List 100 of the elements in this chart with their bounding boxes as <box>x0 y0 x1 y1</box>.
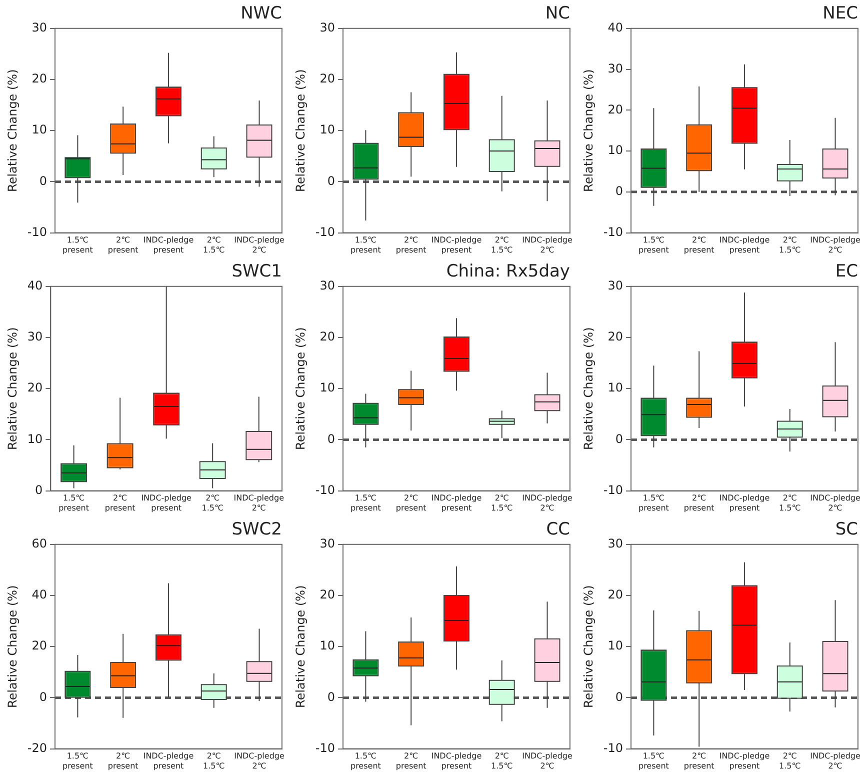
x-tick-label: INDC-pledge present <box>141 494 192 512</box>
x-tick-label: INDC-pledge 2℃ <box>234 752 284 770</box>
x-tick-label: INDC-pledge present <box>143 752 194 770</box>
y-tick-label: 20 <box>608 330 623 344</box>
y-tick-label: 10 <box>608 143 623 158</box>
x-tick-label: 2℃ 1.5℃ <box>203 236 225 254</box>
x-tick-label: INDC-pledge present <box>143 236 194 254</box>
y-tick-label: 20 <box>320 72 335 86</box>
x-tick-label: 2℃ present <box>396 494 426 512</box>
x-tick-label: 2℃ present <box>684 236 714 254</box>
x-tick-label: 1.5℃ present <box>638 494 669 512</box>
x-tick-label: 2℃ 1.5℃ <box>491 236 513 254</box>
x-tick-label: INDC-pledge present <box>431 752 482 770</box>
x-tick-label: 2℃ present <box>396 752 426 770</box>
y-tick-label: 0 <box>615 432 623 446</box>
y-axis-title: Relative Change (%) <box>5 585 20 708</box>
x-tick-label: 1.5℃ present <box>62 236 93 254</box>
y-axis-title: Relative Change (%) <box>581 327 596 450</box>
y-tick-label: 0 <box>39 690 47 704</box>
y-axis-title: Relative Change (%) <box>581 69 596 192</box>
y-tick-label: 30 <box>32 20 47 35</box>
y-tick-label: 40 <box>27 278 43 293</box>
x-tick-label: INDC-pledge 2℃ <box>234 494 284 512</box>
x-tick-label: INDC-pledge present <box>431 494 482 512</box>
x-tick-label: 2℃ 1.5℃ <box>779 236 801 254</box>
x-tick-label: 1.5℃ present <box>638 236 669 254</box>
chart-title: SWC1 <box>232 262 282 282</box>
y-tick-label: 0 <box>39 174 47 188</box>
y-tick-label: -10 <box>603 482 623 497</box>
y-tick-label: 20 <box>608 588 623 602</box>
y-tick-label: 10 <box>27 432 43 446</box>
y-tick-label: 10 <box>608 380 623 395</box>
x-tick-label: 2℃ present <box>396 236 426 254</box>
y-tick-label: 10 <box>32 122 47 137</box>
x-tick-label: 2℃ present <box>108 236 138 254</box>
x-tick-label: INDC-pledge 2℃ <box>810 494 860 512</box>
y-tick-label: 60 <box>32 536 47 551</box>
y-tick-label: 10 <box>320 638 335 653</box>
y-tick-label: 0 <box>327 690 335 704</box>
x-tick-label: 1.5℃ present <box>62 752 93 770</box>
y-axis-title: Relative Change (%) <box>293 585 308 708</box>
chart-title: China: Rx5day <box>446 262 570 282</box>
y-tick-label: 10 <box>320 380 335 395</box>
y-tick-label: 20 <box>32 72 47 86</box>
y-tick-label: -10 <box>603 224 623 239</box>
x-tick-label: INDC-pledge 2℃ <box>810 236 860 254</box>
y-tick-label: -10 <box>603 740 623 755</box>
chart-title: EC <box>835 262 858 282</box>
x-tick-label: INDC-pledge 2℃ <box>522 752 572 770</box>
x-tick-label: 2℃ present <box>684 494 714 512</box>
y-tick-label: 40 <box>32 588 47 602</box>
chart-title: NC <box>545 4 570 24</box>
x-tick-label: 1.5℃ present <box>350 752 381 770</box>
chart-title: CC <box>546 520 570 540</box>
chart-title: NEC <box>822 4 858 24</box>
y-tick-label: 0 <box>35 482 43 497</box>
x-tick-label: 1.5℃ present <box>58 494 90 512</box>
x-tick-label: INDC-pledge present <box>719 752 770 770</box>
y-axis-title: Relative Change (%) <box>581 585 596 708</box>
y-tick-label: -10 <box>315 224 335 239</box>
y-tick-label: -10 <box>315 740 335 755</box>
y-tick-label: 30 <box>608 278 623 293</box>
x-tick-label: INDC-pledge 2℃ <box>810 752 860 770</box>
y-tick-label: 30 <box>27 330 43 344</box>
x-tick-label: INDC-pledge present <box>431 236 482 254</box>
y-tick-label: 20 <box>27 380 43 395</box>
x-tick-label: 2℃ present <box>108 752 138 770</box>
y-tick-label: 30 <box>608 536 623 551</box>
x-tick-label: 1.5℃ present <box>350 236 381 254</box>
chart-title: SWC2 <box>232 520 282 540</box>
x-tick-label: 2℃ 1.5℃ <box>491 752 513 770</box>
x-tick-label: 2℃ 1.5℃ <box>202 494 224 512</box>
y-axis-title: Relative Change (%) <box>293 327 308 450</box>
x-tick-label: 2℃ 1.5℃ <box>491 494 513 512</box>
y-tick-label: 40 <box>608 20 623 35</box>
x-tick-label: 2℃ present <box>104 494 136 512</box>
y-tick-label: 30 <box>608 61 623 76</box>
y-tick-label: 0 <box>327 174 335 188</box>
y-tick-label: 20 <box>32 638 47 653</box>
x-tick-label: 1.5℃ present <box>350 494 381 512</box>
y-tick-label: -10 <box>27 224 47 239</box>
y-tick-label: 20 <box>320 588 335 602</box>
y-tick-label: 20 <box>608 102 623 116</box>
y-tick-label: -10 <box>315 482 335 497</box>
x-tick-label: INDC-pledge present <box>719 494 770 512</box>
y-tick-label: 30 <box>320 278 335 293</box>
x-tick-label: 2℃ present <box>684 752 714 770</box>
y-tick-label: 20 <box>320 330 335 344</box>
y-tick-label: 10 <box>320 122 335 137</box>
x-tick-label: INDC-pledge 2℃ <box>234 236 284 254</box>
y-tick-label: 0 <box>327 432 335 446</box>
y-axis-title: Relative Change (%) <box>5 69 20 192</box>
x-tick-label: 1.5℃ present <box>638 752 669 770</box>
chart-title: NWC <box>240 4 282 24</box>
x-tick-label: 2℃ 1.5℃ <box>779 752 801 770</box>
y-axis-title: Relative Change (%) <box>5 327 20 450</box>
y-tick-label: -20 <box>27 740 47 755</box>
y-tick-label: 0 <box>615 690 623 704</box>
x-tick-label: INDC-pledge present <box>719 236 770 254</box>
chart-title: SC <box>835 520 858 540</box>
